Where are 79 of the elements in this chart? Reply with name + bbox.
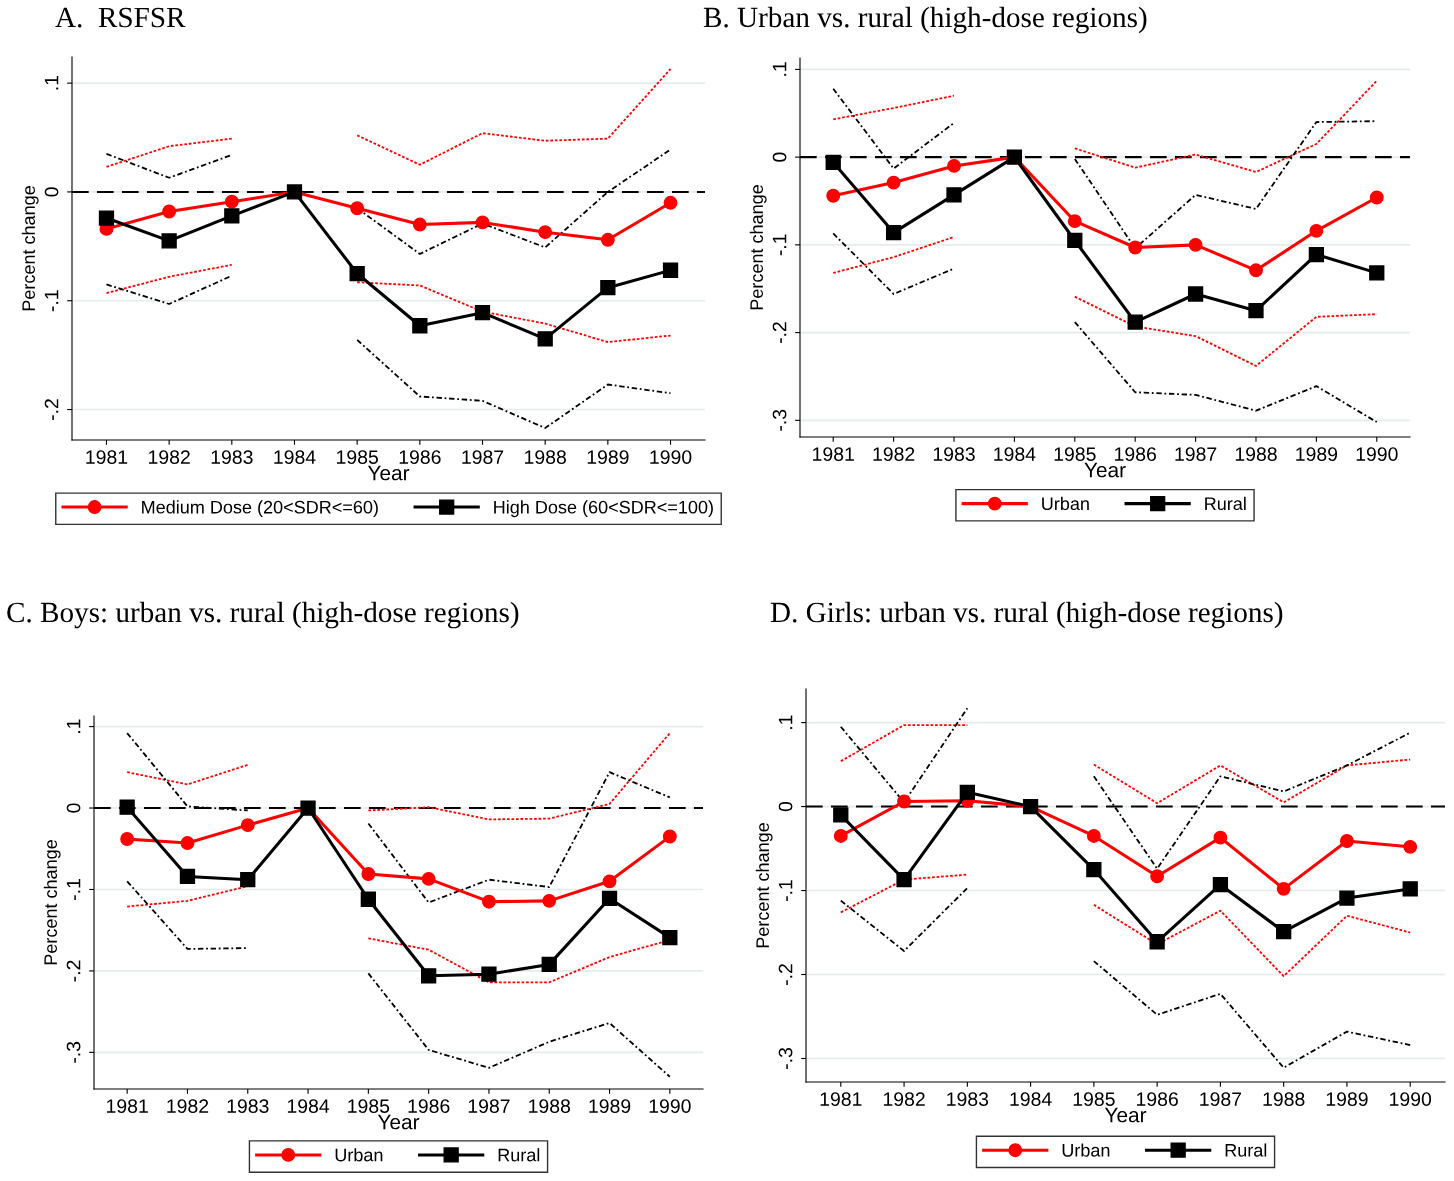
x-tick-label: 1985 <box>348 1099 390 1113</box>
x-tick-label: 1982 <box>883 1092 925 1106</box>
x-tick-label: 1983 <box>947 1092 989 1106</box>
y-tick-label: .1 <box>778 715 793 729</box>
y-axis-title: Percent change <box>43 840 61 965</box>
x-tick-label: 1984 <box>287 1099 330 1113</box>
x-axis-title: Year <box>367 465 410 481</box>
y-tick-label: -.2 <box>772 322 787 344</box>
x-tick-label: 1987 <box>1200 1092 1242 1106</box>
x-tick-label: 1985 <box>1054 447 1096 461</box>
x-axis-title: Year <box>1104 1107 1147 1123</box>
legend-label: Urban <box>1042 496 1089 511</box>
y-tick-label: -.2 <box>66 960 81 982</box>
legend-label: Rural <box>1205 496 1246 511</box>
y-tick-label: -.1 <box>66 879 81 900</box>
x-tick-label: 1988 <box>1235 447 1277 461</box>
x-tick-label: 1986 <box>1136 1092 1178 1106</box>
x-tick-label: 1986 <box>408 1099 450 1113</box>
y-tick-label: -.1 <box>44 290 59 312</box>
y-tick-label: .1 <box>772 62 787 76</box>
x-tick-label: 1987 <box>462 450 504 464</box>
x-tick-label: 1986 <box>399 450 441 464</box>
x-tick-label: 1982 <box>149 450 190 464</box>
x-tick-label: 1986 <box>1115 447 1156 461</box>
y-tick-label: -.2 <box>778 964 793 985</box>
y-tick-label: 0 <box>772 152 787 162</box>
x-tick-label: 1982 <box>167 1099 209 1113</box>
x-tick-label: 1985 <box>337 450 378 464</box>
x-axis-title: Year <box>1084 462 1126 478</box>
x-axis-title: Year <box>377 1114 420 1130</box>
y-axis-title: Percent change <box>21 186 39 311</box>
y-axis-title: Percent change <box>755 823 773 948</box>
x-tick-label: 1981 <box>813 447 854 461</box>
x-tick-label: 1985 <box>1073 1092 1115 1106</box>
chart-title: A. RSFSR <box>55 7 186 28</box>
x-tick-label: 1989 <box>1296 447 1338 461</box>
chart-title: C. Boys: urban vs. rural (high-dose regions) <box>7 601 519 629</box>
legend-label: Medium Dose (20<SDR<=60) <box>142 500 378 518</box>
x-tick-label: 1990 <box>1390 1092 1432 1106</box>
y-tick-label: -.3 <box>772 409 787 431</box>
y-tick-label: -.1 <box>778 880 793 902</box>
legend-label: Urban <box>1062 1143 1110 1157</box>
x-tick-label: 1988 <box>1263 1092 1305 1106</box>
x-tick-label: 1988 <box>525 450 566 464</box>
x-tick-label: 1987 <box>1175 447 1217 461</box>
x-tick-label: 1990 <box>650 450 692 464</box>
x-tick-label: 1982 <box>873 447 915 461</box>
legend-label: Rural <box>1225 1143 1267 1157</box>
y-tick-label: .1 <box>66 719 81 733</box>
legend-label: Rural <box>498 1148 540 1162</box>
x-tick-label: 1989 <box>589 1099 631 1113</box>
y-tick-label: 0 <box>44 187 59 197</box>
x-tick-label: 1984 <box>274 450 316 464</box>
chart-title: D. Girls: urban vs. rural (high-dose regions) <box>770 601 1283 629</box>
x-tick-label: 1981 <box>820 1092 862 1106</box>
y-tick-label: .1 <box>44 75 59 90</box>
x-tick-label: 1988 <box>529 1099 571 1113</box>
y-tick-label: -.3 <box>66 1041 81 1063</box>
x-tick-label: 1984 <box>994 447 1036 461</box>
x-tick-label: 1990 <box>1356 447 1398 461</box>
x-tick-label: 1989 <box>1326 1092 1368 1106</box>
chart-title: B. Urban vs. rural (high-dose regions) <box>703 6 1147 34</box>
y-tick-label: -.1 <box>772 234 787 256</box>
x-tick-label: 1989 <box>587 450 629 464</box>
legend-label: High Dose (60<SDR<=100) <box>494 500 713 518</box>
x-tick-label: 1981 <box>86 450 128 464</box>
x-tick-label: 1981 <box>107 1099 148 1113</box>
y-tick-label: -.2 <box>44 399 59 421</box>
x-tick-label: 1983 <box>211 450 253 464</box>
y-tick-label: 0 <box>778 801 793 812</box>
y-tick-label: 0 <box>66 803 81 813</box>
y-tick-label: -.3 <box>778 1048 793 1069</box>
x-tick-label: 1984 <box>1010 1092 1052 1106</box>
legend-label: Urban <box>335 1148 383 1162</box>
x-tick-label: 1983 <box>227 1099 269 1113</box>
x-tick-label: 1990 <box>649 1099 691 1113</box>
x-tick-label: 1987 <box>468 1099 510 1113</box>
x-tick-label: 1983 <box>933 447 975 461</box>
y-axis-title: Percent change <box>749 185 767 310</box>
